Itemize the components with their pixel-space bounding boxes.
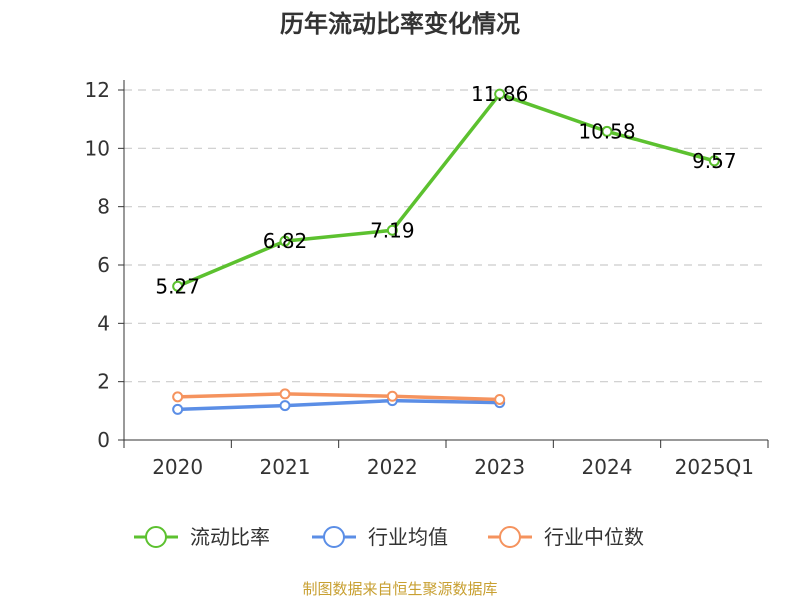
data-labels: 5.27 6.82 7.19 11.86 10.58 9.57 <box>155 82 736 298</box>
series-line-0 <box>175 92 717 289</box>
data-point <box>386 224 398 236</box>
y-tick-label: 6 <box>97 253 110 277</box>
legend-marker-icon <box>323 526 345 548</box>
legend-marker-icon <box>499 526 521 548</box>
legend-label: 行业均值 <box>368 525 448 549</box>
y-tick-label: 2 <box>97 370 110 394</box>
x-tick-label: 2021 <box>260 455 311 479</box>
y-tick-label: 10 <box>85 136 110 160</box>
series-line-2 <box>175 392 502 402</box>
data-point <box>279 400 291 412</box>
data-label: 5.27 <box>155 274 200 298</box>
data-point <box>494 393 506 405</box>
series-line-1 <box>175 398 502 412</box>
data-point <box>601 125 613 137</box>
data-point <box>386 390 398 402</box>
y-tick-label: 12 <box>85 78 110 102</box>
data-label: 7.19 <box>370 218 415 242</box>
x-tick-label: 2025Q1 <box>675 455 754 479</box>
data-point <box>279 235 291 247</box>
axes: 0 2 4 6 8 10 12 2020 2021 2022 2023 2024 2025Q1 <box>85 78 769 479</box>
x-tick-label: 2020 <box>152 455 203 479</box>
legend[interactable]: 流动比率 行业均值 行业中位数 <box>134 525 644 549</box>
series-group <box>172 88 720 415</box>
data-point <box>172 391 184 403</box>
chart-title: 历年流动比率变化情况 <box>280 10 520 38</box>
x-tick-label: 2023 <box>474 455 525 479</box>
data-point <box>708 155 720 167</box>
data-label: 9.57 <box>692 149 737 173</box>
source-note: 制图数据来自恒生聚源数据库 <box>302 580 497 598</box>
data-point <box>279 388 291 400</box>
legend-marker-icon <box>145 526 167 548</box>
data-label: 6.82 <box>263 229 308 253</box>
data-point <box>172 403 184 415</box>
y-tick-label: 4 <box>97 311 110 335</box>
data-point <box>494 88 506 100</box>
legend-item-2[interactable]: 行业中位数 <box>488 525 644 549</box>
legend-item-0[interactable]: 流动比率 <box>134 525 270 549</box>
data-label: 10.58 <box>578 119 635 143</box>
data-point <box>172 280 184 292</box>
grid <box>124 89 768 383</box>
x-tick-label: 2022 <box>367 455 418 479</box>
legend-label: 行业中位数 <box>544 525 644 549</box>
legend-item-1[interactable]: 行业均值 <box>312 525 448 549</box>
legend-label: 流动比率 <box>190 525 270 549</box>
y-tick-label: 8 <box>97 195 110 219</box>
data-label: 11.86 <box>471 82 528 106</box>
x-tick-label: 2024 <box>582 455 633 479</box>
y-tick-label: 0 <box>97 428 110 452</box>
